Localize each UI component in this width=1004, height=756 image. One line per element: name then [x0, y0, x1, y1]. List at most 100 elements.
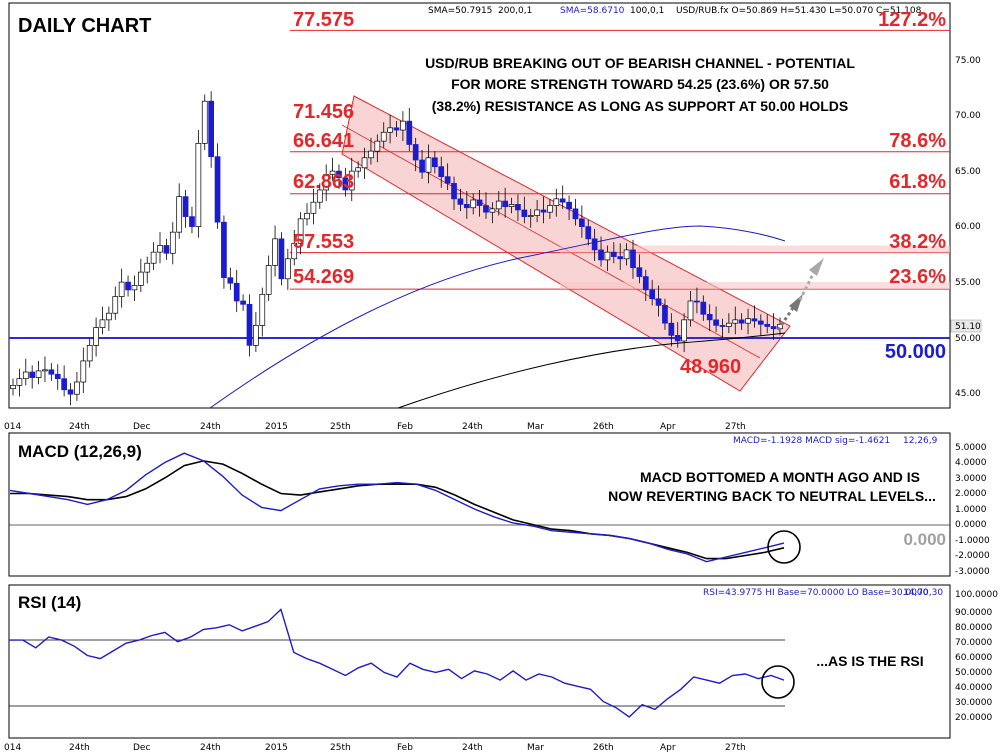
candle-body — [240, 300, 246, 305]
candle-body — [534, 209, 540, 216]
candle-body — [764, 323, 771, 327]
candle-body — [125, 281, 131, 291]
time-tick: 25th — [330, 743, 351, 753]
candle-body — [476, 199, 483, 206]
time-tick: Apr — [660, 422, 676, 432]
macd-title: MACD (12,26,9) — [18, 442, 142, 461]
candle-body — [86, 345, 93, 362]
candle-body — [182, 196, 189, 217]
candle-body — [278, 238, 285, 280]
candle-body — [355, 167, 361, 172]
candle-body — [432, 157, 438, 168]
candle-body — [48, 369, 55, 375]
rsi-tick: 70.0000 — [955, 638, 992, 648]
candle-body — [649, 289, 656, 300]
candle-body — [157, 245, 163, 253]
candle-body — [425, 157, 432, 173]
macd-tick: 1.0000 — [955, 505, 987, 515]
candle-body — [112, 296, 119, 314]
candle-body — [623, 249, 630, 260]
candle-body — [636, 267, 643, 277]
candle-body — [687, 300, 694, 321]
candle-body — [291, 242, 298, 260]
time-tick: 27th — [725, 743, 746, 753]
candle-body — [674, 335, 681, 342]
price-tick: 55.00 — [955, 278, 981, 288]
candle-body — [700, 301, 707, 315]
ohlc-readout: USD/RUB.fx O=50.869 H=51.430 L=50.070 C=… — [676, 6, 922, 16]
macd-tick: 4.0000 — [955, 458, 987, 468]
candle-body — [221, 221, 227, 279]
fib-zone — [560, 245, 950, 253]
candle-body — [540, 209, 547, 213]
candle-body — [246, 303, 253, 346]
support-price-label: 50.000 — [885, 341, 946, 363]
time-tick: 24th — [462, 743, 483, 753]
candle-body — [668, 322, 675, 336]
candle-body — [336, 170, 342, 179]
candle-body — [400, 120, 406, 131]
candle-body — [304, 212, 310, 220]
price-tick: 45.00 — [955, 389, 981, 399]
candle-body — [380, 131, 387, 142]
candle-body — [93, 327, 99, 346]
candle-body — [463, 204, 470, 209]
candle-body — [527, 215, 534, 217]
candle-body — [591, 238, 598, 251]
fib-618-price: 62.863 — [293, 171, 354, 193]
time-tick: 24th — [200, 422, 221, 432]
candle-body — [35, 370, 42, 378]
fib-618-pct: 61.8% — [889, 171, 946, 193]
candle-body — [579, 218, 585, 227]
candle-body — [630, 249, 636, 269]
macd-note-2: NOW REVERTING BACK TO NEUTRAL LEVELS... — [608, 488, 936, 504]
fib-382-price: 57.553 — [293, 231, 354, 253]
rsi-line — [10, 608, 785, 718]
price-tick: 60.00 — [955, 222, 981, 232]
candle-body — [10, 384, 16, 390]
candle-body — [681, 319, 687, 342]
rsi-note: ...AS IS THE RSI — [816, 653, 923, 669]
rsi-tick: 100.0000 — [955, 590, 998, 600]
price-tick: 50.00 — [955, 334, 981, 344]
rsi-tick: 40.0000 — [955, 683, 992, 693]
candle-body — [253, 325, 259, 346]
candle-body — [483, 205, 489, 213]
price-tick: 70.00 — [955, 111, 981, 121]
projection-arrow-2-head — [809, 258, 824, 276]
candle-body — [74, 381, 80, 395]
fib-lines — [290, 29, 950, 290]
candle-body — [189, 216, 195, 227]
candle-body — [348, 170, 355, 191]
time-tick: 24th — [462, 422, 483, 432]
candle-body — [438, 166, 445, 178]
rsi-axis: 100.0000 90.0000 80.0000 70.0000 60.0000… — [955, 590, 998, 723]
candle-body — [54, 373, 61, 380]
candle-body — [67, 389, 74, 395]
candle-body — [662, 305, 668, 324]
time-tick: 26th — [593, 422, 614, 432]
rsi-tick: 20.0000 — [955, 713, 992, 723]
candle-body — [694, 300, 700, 303]
current-price-box — [950, 319, 982, 333]
fib-127-price: 77.575 — [293, 9, 354, 31]
macd-tick: -3.0000 — [955, 567, 990, 577]
candle-body — [617, 256, 624, 260]
macd-tick: 3.0000 — [955, 474, 987, 484]
candle-body — [598, 249, 604, 261]
candle-body — [610, 251, 617, 257]
time-axis-bottom: 014 24th Dec 24th 2015 25th Feb 24th Mar… — [4, 743, 746, 753]
sma-long-params: 100,0,1 — [630, 6, 664, 16]
time-tick: Feb — [397, 422, 413, 432]
candle-body — [22, 371, 29, 380]
candle-body — [745, 318, 751, 324]
candle-body — [547, 205, 553, 213]
rsi-panel-frame — [8, 584, 951, 739]
candle-body — [374, 140, 381, 152]
candle-body — [163, 245, 170, 254]
candle-body — [470, 199, 477, 209]
candle-body — [361, 157, 368, 169]
sma-200-line — [397, 332, 786, 409]
macd-note-1: MACD BOTTOMED A MONTH AGO AND IS — [640, 469, 920, 485]
time-tick: 014 — [4, 422, 21, 432]
